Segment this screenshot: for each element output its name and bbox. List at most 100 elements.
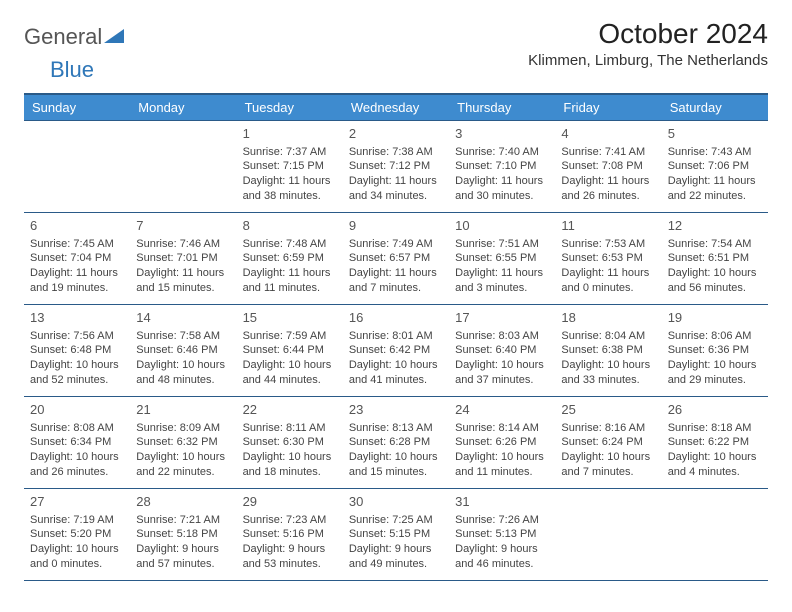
daylight-line: Daylight: 10 hours and 22 minutes. xyxy=(136,450,230,480)
day-number: 9 xyxy=(349,217,443,235)
calendar-day-cell: 25Sunrise: 8:16 AMSunset: 6:24 PMDayligh… xyxy=(555,397,661,489)
daylight-line: Daylight: 10 hours and 41 minutes. xyxy=(349,358,443,388)
daylight-line: Daylight: 10 hours and 56 minutes. xyxy=(668,266,762,296)
sunset-line: Sunset: 6:22 PM xyxy=(668,435,762,450)
calendar-day-cell xyxy=(130,121,236,213)
daylight-line: Daylight: 10 hours and 48 minutes. xyxy=(136,358,230,388)
daylight-line: Daylight: 10 hours and 18 minutes. xyxy=(243,450,337,480)
calendar-day-cell: 14Sunrise: 7:58 AMSunset: 6:46 PMDayligh… xyxy=(130,305,236,397)
sunset-line: Sunset: 6:36 PM xyxy=(668,343,762,358)
calendar-day-cell xyxy=(662,489,768,581)
day-number: 14 xyxy=(136,309,230,327)
sunrise-line: Sunrise: 8:04 AM xyxy=(561,329,655,344)
sunset-line: Sunset: 7:01 PM xyxy=(136,251,230,266)
daylight-line: Daylight: 11 hours and 26 minutes. xyxy=(561,174,655,204)
calendar-day-cell: 1Sunrise: 7:37 AMSunset: 7:15 PMDaylight… xyxy=(237,121,343,213)
day-number: 30 xyxy=(349,493,443,511)
sunset-line: Sunset: 6:59 PM xyxy=(243,251,337,266)
sunrise-line: Sunrise: 7:23 AM xyxy=(243,513,337,528)
daylight-line: Daylight: 9 hours and 46 minutes. xyxy=(455,542,549,572)
day-number: 8 xyxy=(243,217,337,235)
sunset-line: Sunset: 6:55 PM xyxy=(455,251,549,266)
sunset-line: Sunset: 6:57 PM xyxy=(349,251,443,266)
sunset-line: Sunset: 6:38 PM xyxy=(561,343,655,358)
daylight-line: Daylight: 11 hours and 3 minutes. xyxy=(455,266,549,296)
sunrise-line: Sunrise: 7:19 AM xyxy=(30,513,124,528)
day-number: 2 xyxy=(349,125,443,143)
day-number: 24 xyxy=(455,401,549,419)
sunset-line: Sunset: 6:53 PM xyxy=(561,251,655,266)
sunset-line: Sunset: 6:32 PM xyxy=(136,435,230,450)
sunset-line: Sunset: 6:26 PM xyxy=(455,435,549,450)
sunrise-line: Sunrise: 7:26 AM xyxy=(455,513,549,528)
day-number: 1 xyxy=(243,125,337,143)
sunset-line: Sunset: 6:51 PM xyxy=(668,251,762,266)
sunrise-line: Sunrise: 7:45 AM xyxy=(30,237,124,252)
sunset-line: Sunset: 6:44 PM xyxy=(243,343,337,358)
day-number: 29 xyxy=(243,493,337,511)
sunset-line: Sunset: 6:48 PM xyxy=(30,343,124,358)
calendar-day-cell: 21 Sunrise: 8:09 AMSunset: 6:32 PMDayligh… xyxy=(130,397,236,489)
sunrise-line: Sunrise: 8:18 AM xyxy=(668,421,762,436)
sunset-line: Sunset: 5:18 PM xyxy=(136,527,230,542)
calendar-day-cell: 18Sunrise: 8:04 AMSunset: 6:38 PMDayligh… xyxy=(555,305,661,397)
calendar-day-cell: 24Sunrise: 8:14 AMSunset: 6:26 PMDayligh… xyxy=(449,397,555,489)
calendar-day-cell: 31Sunrise: 7:26 AMSunset: 5:13 PMDayligh… xyxy=(449,489,555,581)
calendar-table: Sunday Monday Tuesday Wednesday Thursday… xyxy=(24,93,768,581)
sunrise-line: Sunrise: 8:11 AM xyxy=(243,421,337,436)
calendar-day-cell: 11Sunrise: 7:53 AMSunset: 6:53 PMDayligh… xyxy=(555,213,661,305)
day-header: Sunday xyxy=(24,94,130,121)
day-header: Thursday xyxy=(449,94,555,121)
calendar-day-cell: 15Sunrise: 7:59 AMSunset: 6:44 PMDayligh… xyxy=(237,305,343,397)
sunset-line: Sunset: 6:42 PM xyxy=(349,343,443,358)
daylight-line: Daylight: 11 hours and 38 minutes. xyxy=(243,174,337,204)
sunrise-line: Sunrise: 7:58 AM xyxy=(136,329,230,344)
sunrise-line: Sunrise: 7:51 AM xyxy=(455,237,549,252)
sunrise-line: Sunrise: 8:14 AM xyxy=(455,421,549,436)
calendar-day-cell: 19Sunrise: 8:06 AMSunset: 6:36 PMDayligh… xyxy=(662,305,768,397)
calendar-week-row: 27 Sunrise: 7:19 AMSunset: 5:20 PM Dayligh… xyxy=(24,489,768,581)
logo-text-blue: Blue xyxy=(50,57,94,82)
day-number: 6 xyxy=(30,217,124,235)
sunrise-line: Sunrise: 7:56 AM xyxy=(30,329,124,344)
day-number: 21 xyxy=(136,401,230,419)
calendar-day-cell: 3Sunrise: 7:40 AMSunset: 7:10 PMDaylight… xyxy=(449,121,555,213)
sunset-line: Sunset: 6:34 PM xyxy=(30,435,124,450)
day-header: Monday xyxy=(130,94,236,121)
day-number: 23 xyxy=(349,401,443,419)
day-number: 4 xyxy=(561,125,655,143)
sunset-line: Sunset: 6:40 PM xyxy=(455,343,549,358)
day-number: 27 xyxy=(30,493,124,511)
calendar-day-cell: 30Sunrise: 7:25 AMSunset: 5:15 PMDayligh… xyxy=(343,489,449,581)
calendar-day-cell: 6Sunrise: 7:45 AMSunset: 7:04 PMDaylight… xyxy=(24,213,130,305)
sunrise-line: Sunrise: 7:54 AM xyxy=(668,237,762,252)
sunrise-line: Sunrise: 8:09 AM xyxy=(136,421,230,436)
daylight-line: Daylight: 11 hours and 15 minutes. xyxy=(136,266,230,296)
sunrise-line: Sunrise: 7:37 AM xyxy=(243,145,337,160)
sunset-line: Sunset: 5:20 PM xyxy=(30,527,124,542)
sunset-line: Sunset: 6:24 PM xyxy=(561,435,655,450)
day-header: Tuesday xyxy=(237,94,343,121)
day-number: 15 xyxy=(243,309,337,327)
day-number: 3 xyxy=(455,125,549,143)
day-header: Saturday xyxy=(662,94,768,121)
day-number: 12 xyxy=(668,217,762,235)
calendar-day-cell: 9Sunrise: 7:49 AMSunset: 6:57 PMDaylight… xyxy=(343,213,449,305)
day-header-row: Sunday Monday Tuesday Wednesday Thursday… xyxy=(24,94,768,121)
sunrise-line: Sunrise: 7:41 AM xyxy=(561,145,655,160)
day-header: Friday xyxy=(555,94,661,121)
sunrise-line: Sunrise: 7:49 AM xyxy=(349,237,443,252)
day-number: 18 xyxy=(561,309,655,327)
day-number: 7 xyxy=(136,217,230,235)
daylight-line: Daylight: 9 hours and 49 minutes. xyxy=(349,542,443,572)
sunset-line: Sunset: 7:12 PM xyxy=(349,159,443,174)
daylight-line: Daylight: 10 hours and 15 minutes. xyxy=(349,450,443,480)
calendar-day-cell: 8Sunrise: 7:48 AMSunset: 6:59 PMDaylight… xyxy=(237,213,343,305)
calendar-day-cell: 4Sunrise: 7:41 AMSunset: 7:08 PMDaylight… xyxy=(555,121,661,213)
sunrise-line: Sunrise: 8:01 AM xyxy=(349,329,443,344)
sunrise-line: Sunrise: 7:38 AM xyxy=(349,145,443,160)
daylight-line: Daylight: 10 hours and 29 minutes. xyxy=(668,358,762,388)
logo-text-gray: General xyxy=(24,24,102,50)
daylight-line: Daylight: 11 hours and 19 minutes. xyxy=(30,266,124,296)
calendar-day-cell: 20Sunrise: 8:08 AMSunset: 6:34 PMDayligh… xyxy=(24,397,130,489)
